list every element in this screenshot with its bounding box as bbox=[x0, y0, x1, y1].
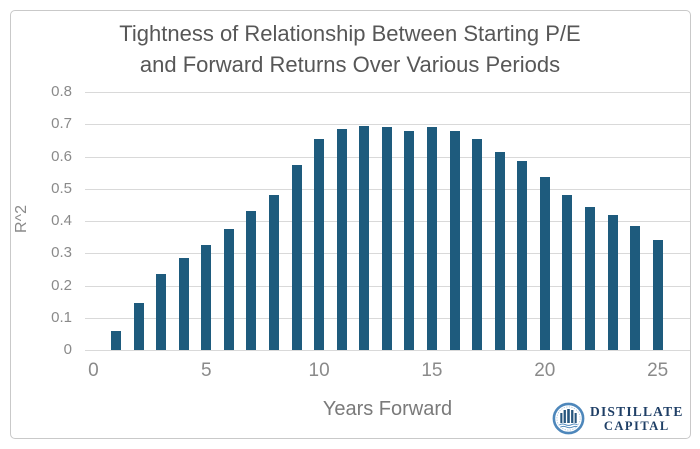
x-tick-label-20: 20 bbox=[534, 360, 556, 381]
y-tick-label: 0.7 bbox=[51, 115, 72, 133]
bar-year-6 bbox=[223, 229, 234, 350]
bar-year-8 bbox=[268, 195, 279, 350]
bar-year-7 bbox=[246, 211, 257, 350]
bar-year-15 bbox=[426, 127, 437, 350]
bar-year-19 bbox=[517, 161, 528, 350]
y-tick-label: 0.2 bbox=[51, 276, 72, 294]
bar-year-5 bbox=[201, 245, 212, 350]
y-tick-label: 0.8 bbox=[51, 83, 72, 100]
bar-year-22 bbox=[584, 206, 595, 350]
y-tick-label: 0 bbox=[63, 341, 72, 358]
chart-title-line1: Tightness of Relationship Between Starti… bbox=[119, 21, 581, 46]
bar-year-17 bbox=[472, 138, 483, 350]
bar-year-9 bbox=[291, 164, 302, 350]
y-tick-label: 0.6 bbox=[51, 147, 72, 165]
bar-year-2 bbox=[133, 303, 144, 350]
bar-year-23 bbox=[607, 214, 618, 350]
chart-title: Tightness of Relationship Between Starti… bbox=[0, 18, 700, 80]
gridline-y-0 bbox=[85, 350, 690, 351]
logo-text-line2: CAPITAL bbox=[603, 418, 670, 433]
x-tick-label-25: 25 bbox=[647, 360, 669, 381]
bar-year-20 bbox=[539, 177, 550, 350]
bar-year-13 bbox=[381, 127, 392, 350]
x-tick-label-5: 5 bbox=[200, 360, 212, 381]
distillate-capital-logo: DISTILLATE CAPITAL bbox=[552, 402, 684, 435]
logo-text: DISTILLATE CAPITAL bbox=[590, 403, 684, 433]
y-tick-label: 0.4 bbox=[51, 212, 72, 229]
bar-year-14 bbox=[404, 130, 415, 350]
bar-year-12 bbox=[359, 125, 370, 350]
gridline-y-0.8 bbox=[85, 92, 690, 93]
y-tick-label: 0.3 bbox=[51, 244, 72, 262]
y-axis-label: R^2 bbox=[13, 205, 30, 233]
distillate-capital-seal-icon bbox=[552, 402, 585, 435]
bar-year-25 bbox=[652, 240, 663, 350]
x-tick-label-0: 0 bbox=[88, 360, 99, 381]
bar-year-10 bbox=[314, 138, 325, 350]
chart-card-border bbox=[10, 10, 691, 439]
bar-year-24 bbox=[630, 225, 641, 350]
bar-year-16 bbox=[449, 130, 460, 350]
plot-area bbox=[85, 92, 690, 351]
gridline-y-0.7 bbox=[85, 124, 690, 126]
bar-year-4 bbox=[178, 258, 189, 350]
bar-year-21 bbox=[562, 195, 573, 350]
bar-year-1 bbox=[110, 330, 121, 350]
x-axis-label: Years Forward bbox=[322, 398, 453, 420]
x-tick-label-10: 10 bbox=[308, 360, 330, 381]
bar-year-18 bbox=[494, 151, 505, 350]
logo-text-line1: DISTILLATE bbox=[590, 403, 684, 419]
bar-year-11 bbox=[336, 129, 347, 350]
bar-year-3 bbox=[156, 274, 167, 350]
y-tick-label: 0.1 bbox=[51, 308, 72, 326]
y-tick-label: 0.5 bbox=[51, 179, 72, 197]
chart-title-line2: and Forward Returns Over Various Periods bbox=[139, 52, 561, 77]
x-tick-label-15: 15 bbox=[421, 360, 443, 381]
